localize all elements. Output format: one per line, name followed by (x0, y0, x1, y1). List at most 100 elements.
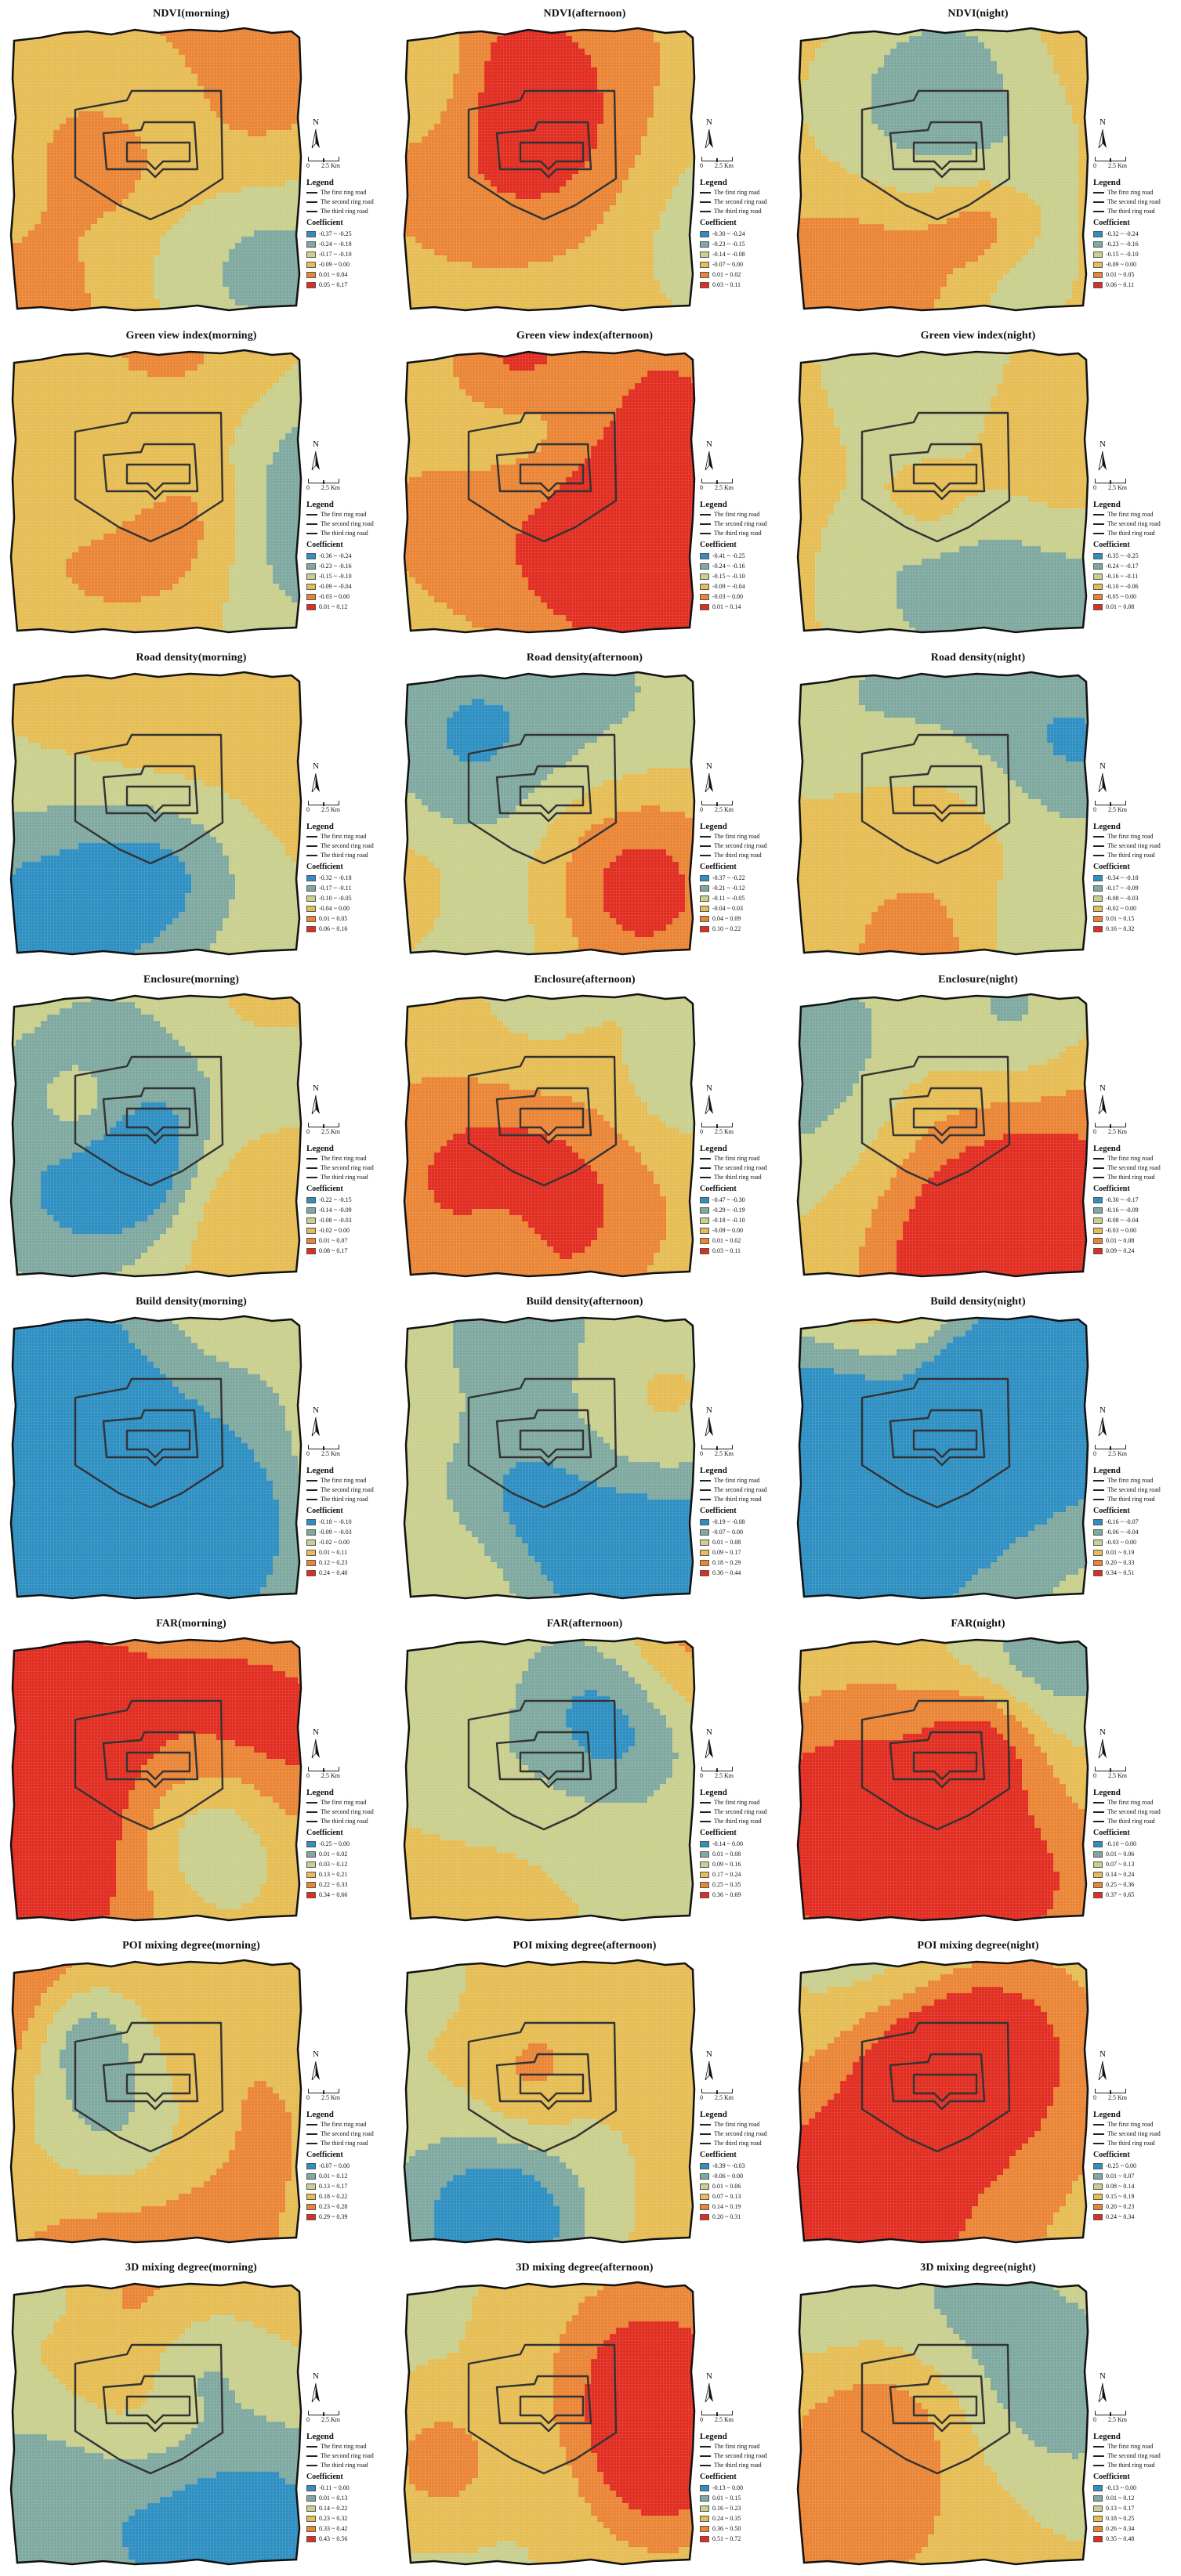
north-label: N (1095, 2372, 1110, 2381)
road-line-icon (306, 2465, 317, 2466)
legend-class-item: 0.23 ~ 0.32 (306, 2513, 393, 2524)
legend-class-label: -0.02 ~ 0.00 (319, 1226, 350, 1236)
legend-class-item: -0.17 ~ -0.11 (306, 883, 393, 893)
legend: Legend The first ring road The second ring… (1093, 177, 1179, 290)
legend-swatch (700, 925, 709, 932)
ring-road (912, 2395, 978, 2425)
coefficient-map (796, 1637, 1089, 1922)
legend-road-label: The third ring road (1107, 1173, 1155, 1182)
legend-road-label: The first ring road (321, 832, 366, 841)
map-panel: Road density(afternoon) N 0 2.5 Km Legend The… (393, 644, 787, 966)
legend-class-item: 0.30 ~ 0.44 (700, 1568, 786, 1578)
legend-class-label: 0.16 ~ 0.23 (712, 2504, 741, 2513)
legend-swatch (700, 1881, 709, 1888)
legend-title: Legend (700, 1465, 786, 1476)
scale-zero: 0 (306, 806, 310, 813)
legend-swatch (700, 251, 709, 258)
legend-swatch (306, 874, 316, 881)
legend-swatch (306, 1227, 316, 1234)
legend-class-label: 0.25 ~ 0.35 (712, 1880, 741, 1890)
legend-class-item: 0.24 ~ 0.34 (1093, 2212, 1179, 2222)
legend-class-label: 0.37 ~ 0.65 (1106, 1890, 1134, 1900)
legend-swatch (306, 1559, 316, 1566)
scale-zero: 0 (306, 1772, 310, 1779)
legend-class-label: 0.30 ~ 0.44 (712, 1568, 741, 1578)
north-arrow-icon: N (701, 440, 717, 476)
legend-swatch (1093, 1851, 1103, 1858)
coefficient-map (796, 2281, 1089, 2566)
legend-class-item: -0.04 ~ 0.00 (306, 903, 393, 914)
map-panel: Road density(morning) N 0 2.5 Km Legend The f… (0, 644, 393, 966)
legend-road-label: The third ring road (1107, 2139, 1155, 2148)
legend-class-item: -0.09 ~ 0.00 (700, 1225, 786, 1236)
legend-class-item: 0.22 ~ 0.33 (306, 1880, 393, 1890)
road-line-icon (306, 523, 317, 525)
scale-zero: 0 (1093, 2094, 1096, 2101)
ring-road (467, 1377, 618, 1509)
legend-class-item: -0.07 ~ 0.00 (700, 259, 786, 270)
legend-road-label: The first ring road (714, 832, 759, 841)
legend-road-item: The second ring road (700, 841, 786, 851)
panel-title: Enclosure(afternoon) (393, 974, 776, 986)
legend-road-item: The first ring road (700, 832, 786, 841)
north-label: N (308, 1084, 324, 1093)
ring-road (102, 2053, 199, 2111)
ring-road (912, 1107, 978, 1137)
scale-label: 2.5 Km (1108, 484, 1127, 491)
legend-title: Legend (1093, 499, 1179, 510)
legend-class-item: -0.41 ~ -0.25 (700, 551, 786, 561)
legend-swatch (1093, 230, 1103, 237)
legend-swatch (1093, 1539, 1103, 1546)
panel-title: NDVI(afternoon) (393, 8, 776, 20)
ring-road (102, 443, 199, 501)
legend-class-item: 0.33 ~ 0.42 (306, 2524, 393, 2534)
legend-class-label: 0.20 ~ 0.33 (1106, 1558, 1134, 1568)
legend-class-item: -0.14 ~ -0.08 (700, 249, 786, 259)
legend-swatch (306, 261, 316, 268)
legend-swatch (700, 2162, 709, 2169)
north-arrow-icon: N (1095, 118, 1110, 154)
coefficient-map (403, 349, 696, 634)
study-area-boundary (796, 993, 1089, 1278)
legend-class-item: 0.14 ~ 0.22 (306, 2503, 393, 2513)
legend-swatch (1093, 1207, 1103, 1214)
ring-road (102, 121, 199, 179)
legend-class-item: -0.19 ~ -0.08 (700, 1517, 786, 1527)
legend-class-label: 0.14 ~ 0.24 (1106, 1870, 1134, 1880)
legend-class-item: 0.37 ~ 0.65 (1093, 1890, 1179, 1900)
legend-swatch (306, 2505, 316, 2512)
north-label: N (1095, 440, 1110, 449)
map-panel: NDVI(morning) N 0 2.5 Km Legend The first rin… (0, 0, 393, 322)
road-line-icon (1093, 1489, 1104, 1491)
coefficient-map (9, 349, 302, 634)
legend-class-item: -0.25 ~ 0.00 (1093, 2161, 1179, 2171)
legend-title: Legend (1093, 821, 1179, 832)
legend-class-label: 0.09 ~ 0.16 (712, 1860, 741, 1869)
legend-class-item: -0.04 ~ 0.03 (700, 903, 786, 914)
ring-road (495, 2375, 592, 2433)
north-label: N (701, 1406, 717, 1415)
legend-swatch (1093, 2484, 1103, 2491)
panel-title: FAR(morning) (0, 1618, 382, 1630)
legend-swatch (306, 2495, 316, 2502)
legend-swatch (700, 583, 709, 590)
coefficient-title: Coefficient (306, 1184, 393, 1195)
scale-zero: 0 (306, 162, 310, 169)
legend-class-label: -0.16 ~ -0.11 (1106, 572, 1138, 581)
legend-swatch (700, 573, 709, 580)
legend: Legend The first ring road The second ring… (306, 177, 393, 290)
legend-class-item: -0.21 ~ -0.12 (700, 883, 786, 893)
map-panel: POI mixing degree(morning) N 0 2.5 Km Legend… (0, 1932, 393, 2254)
legend-road-label: The third ring road (714, 2139, 762, 2148)
road-line-icon (306, 1158, 317, 1160)
legend-road-label: The first ring road (714, 1798, 759, 1807)
legend-title: Legend (700, 1787, 786, 1798)
north-label: N (308, 118, 324, 127)
legend-road-label: The second ring road (321, 519, 374, 529)
north-label: N (701, 118, 717, 127)
legend-class-item: -0.17 ~ -0.10 (306, 249, 393, 259)
legend-class-label: 0.26 ~ 0.34 (1106, 2524, 1134, 2534)
legend-class-item: -0.06 ~ 0.00 (700, 2171, 786, 2181)
north-arrow-icon: N (308, 762, 324, 798)
